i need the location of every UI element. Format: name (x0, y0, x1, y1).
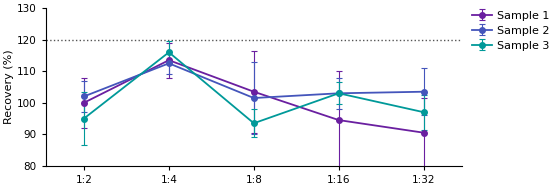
Y-axis label: Recovery (%): Recovery (%) (4, 50, 14, 124)
Legend: Sample 1, Sample 2, Sample 3: Sample 1, Sample 2, Sample 3 (471, 11, 550, 51)
